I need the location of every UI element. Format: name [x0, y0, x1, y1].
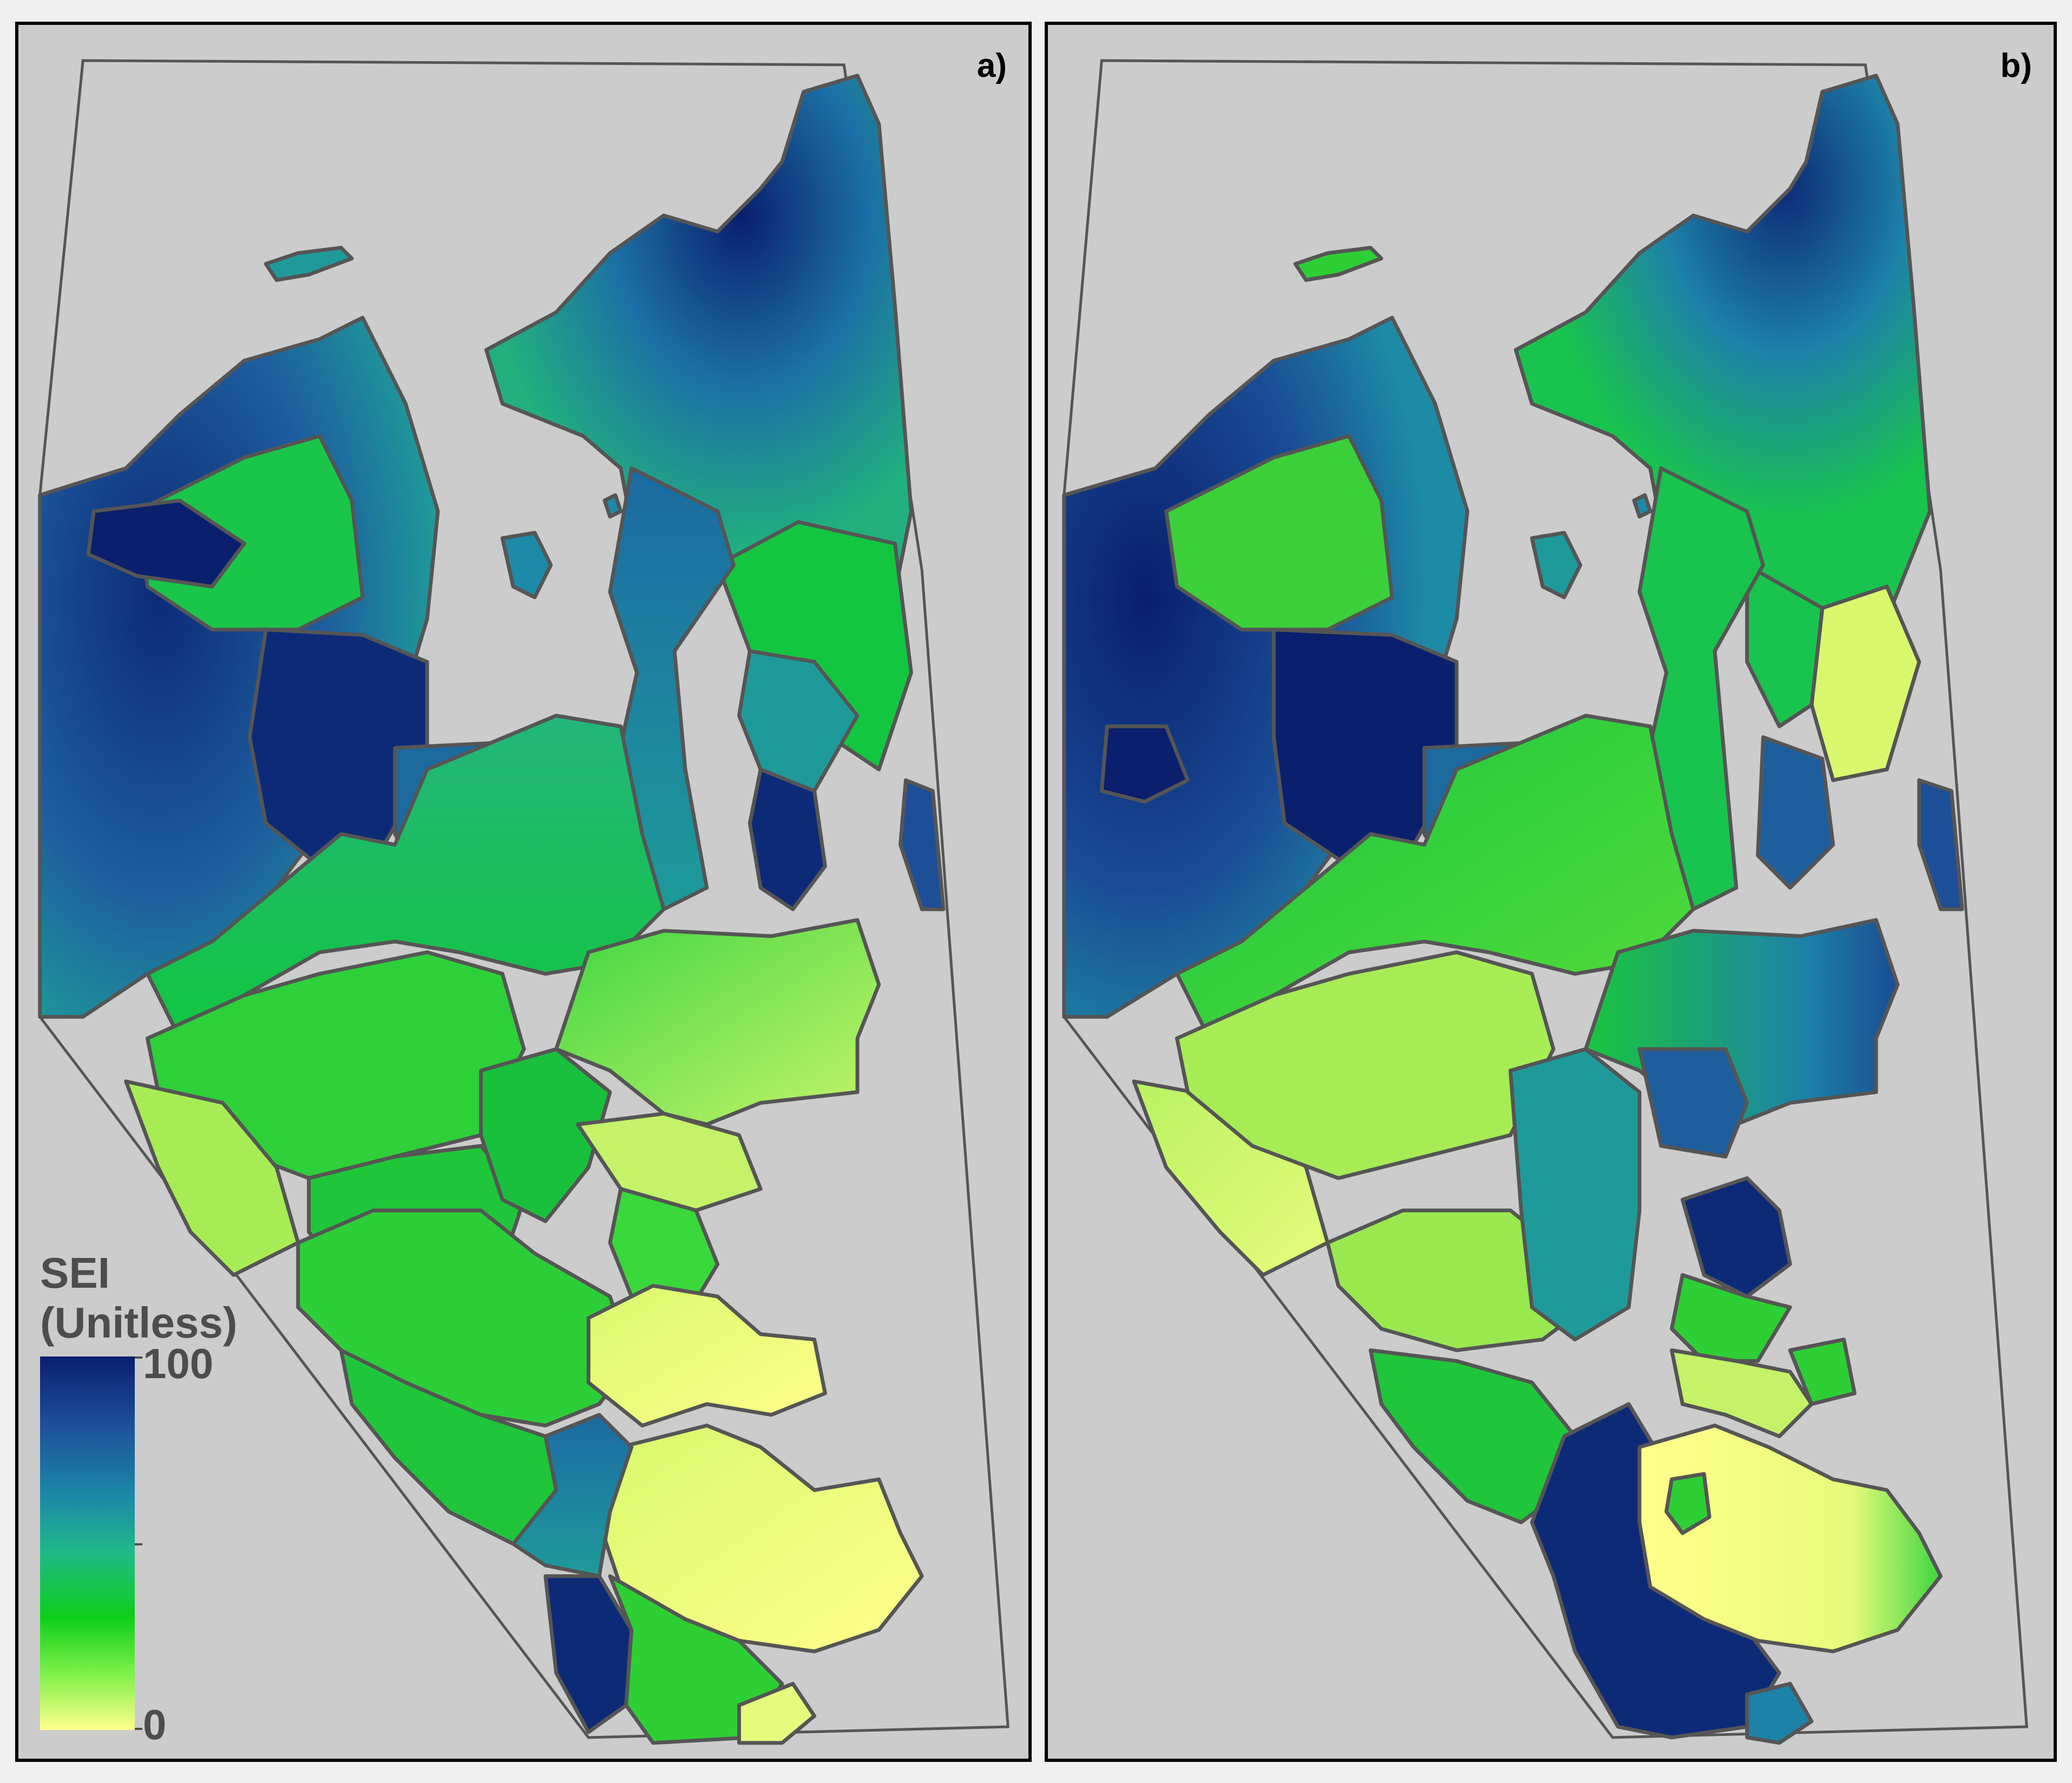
region-west-green: [1164, 434, 1394, 632]
region-central-green-large: [145, 713, 666, 1040]
region-south-teal: [1509, 1047, 1642, 1342]
region-east-yellow: [1809, 585, 1922, 782]
region-east-green: [1745, 563, 1825, 729]
region-southeast-green: [554, 918, 881, 1126]
region-south-green-3: [479, 1047, 612, 1223]
legend-min-label: 0: [143, 1701, 167, 1748]
legend-tick-mid: [135, 1543, 142, 1545]
legend-color-bar: [40, 1356, 135, 1730]
region-south-lime-2: [575, 1111, 763, 1212]
region-south-green-island: [1664, 1472, 1712, 1535]
island-3: [602, 493, 623, 519]
region-south-teal-bottom: [1745, 1682, 1814, 1745]
panel-a-label: a): [976, 47, 1007, 84]
region-south-blue-1: [1637, 1047, 1749, 1159]
region-central-green-large: [1175, 713, 1695, 1040]
region-southwest-lime: [124, 1079, 300, 1277]
region-south-green-1: [1670, 1273, 1792, 1363]
map-panel-b: b): [1045, 22, 2057, 1762]
region-south-lime-3: [1670, 1348, 1814, 1438]
legend: SEI (Unitless) 100 0: [40, 1248, 238, 1748]
region-northeast: [1513, 74, 1932, 637]
region-east-edge: [1917, 778, 1964, 912]
legend-tick-min: [135, 1728, 142, 1730]
legend-max-label: 100: [143, 1340, 214, 1387]
island-3: [1632, 493, 1653, 519]
region-central-corridor: [608, 466, 736, 912]
region-northeast: [484, 74, 913, 637]
region-west-dark: [1099, 724, 1190, 804]
region-east-edge: [899, 778, 946, 912]
island-1: [264, 246, 354, 282]
region-central-corridor: [1637, 466, 1765, 912]
map-panel-a: a) SEI (Unitless) 100 0: [15, 22, 1032, 1762]
map-b-svg: [1062, 59, 2028, 1745]
map-a-svg: [38, 59, 1009, 1745]
region-south-yellow-bottom: [737, 1682, 817, 1745]
region-south-dark-1: [1680, 1176, 1792, 1299]
legend-tick-max: [135, 1356, 142, 1359]
region-west-dark: [86, 499, 246, 589]
region-south-yellow-1: [586, 1283, 827, 1428]
legend-title-line2: (Unitless): [40, 1299, 238, 1347]
island-2: [500, 530, 553, 599]
region-south-yellow-large: [1637, 1424, 1943, 1654]
region-east-blue: [1756, 735, 1835, 890]
region-east-dark: [748, 767, 827, 912]
island-1: [1293, 246, 1383, 282]
island-2: [1530, 530, 1583, 599]
region-south-green-2: [1788, 1338, 1857, 1406]
panel-b-label: b): [2000, 47, 2032, 84]
legend-title-line1: SEI: [40, 1249, 110, 1297]
